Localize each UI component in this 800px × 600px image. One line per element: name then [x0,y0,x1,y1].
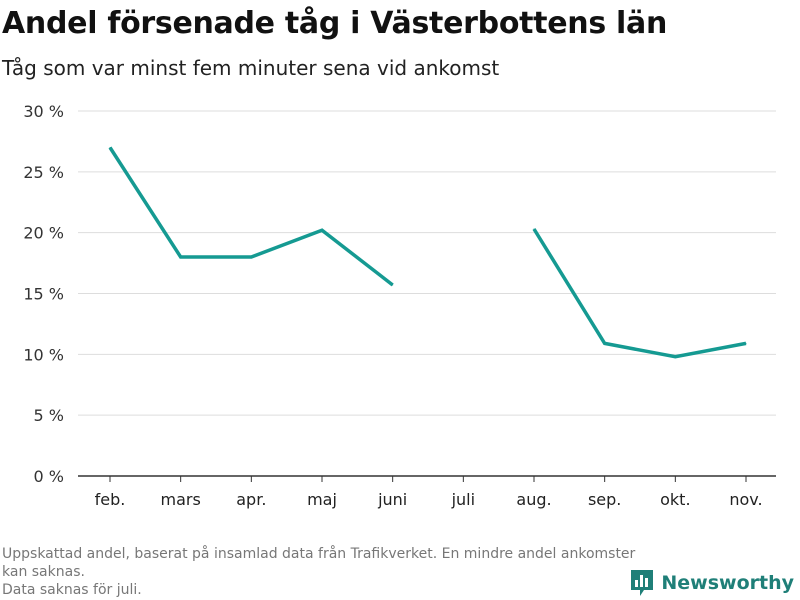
x-tick-label: apr. [236,490,266,509]
x-tick-label: nov. [729,490,762,509]
footnote-source: Uppskattad andel, baserat på insamlad da… [2,546,636,580]
y-tick-label: 30 % [23,102,64,121]
data-point [533,228,535,230]
brand-logo: Newsworthy [629,568,794,598]
newsworthy-logo-icon [631,570,654,596]
series-line-segment [532,228,747,359]
y-tick-label: 0 % [34,467,64,486]
y-tick-label: 10 % [23,345,64,364]
x-tick-label: sep. [588,490,621,509]
data-point [604,342,606,344]
data-point [250,256,252,258]
x-tick-label: maj [307,490,337,509]
data-point [109,147,111,148]
footnote-missing-data: Data saknas för juli. [2,582,142,598]
data-point [180,256,182,258]
chart-subtitle: Tåg som var minst fem minuter sena vid a… [2,56,500,80]
x-tick-label: feb. [95,490,126,509]
data-series [108,146,747,359]
y-tick-label: 5 % [34,406,64,425]
y-axis-ticks: 0 % 5 % 10 % 15 % 20 % 25 % 30 % [23,102,64,486]
x-tick-label: okt. [660,490,690,509]
x-tick-label: aug. [516,490,551,509]
data-point [321,229,323,231]
line-chart: 0 % 5 % 10 % 15 % 20 % 25 % 30 % feb. mars apr. m… [23,102,776,509]
data-point [674,356,676,358]
footnote: Uppskattad andel, baserat på insamlad da… [2,545,642,599]
series-line-segment [108,146,394,287]
x-tick-label: mars [161,490,201,509]
chart-title: Andel försenade tåg i Västerbottens län [2,6,667,41]
data-point [392,284,394,286]
y-tick-label: 25 % [23,163,64,182]
x-axis: feb. mars apr. maj juni juli aug. sep. okt. nov. [95,476,763,509]
brand-name: Newsworthy [661,572,794,594]
grid-lines [78,110,776,477]
x-tick-label: juni [377,490,407,509]
y-tick-label: 15 % [23,285,64,304]
data-point [745,342,747,344]
y-tick-label: 20 % [23,224,64,243]
x-tick-label: juli [451,490,475,509]
